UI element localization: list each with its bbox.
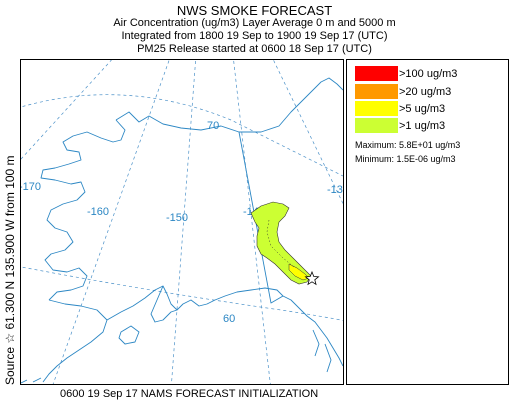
source-location-label: Source ☆ 61.300 N 135.900 W from 100 m bbox=[3, 155, 17, 385]
legend-row-1: >1 ug/m3 bbox=[355, 118, 445, 133]
legend-panel: >100 ug/m3 >20 ug/m3 >5 ug/m3 >1 ug/m3 M… bbox=[346, 59, 509, 385]
legend-swatch bbox=[355, 101, 398, 116]
legend-label: >20 ug/m3 bbox=[399, 85, 452, 98]
lon-label-150: -150 bbox=[166, 212, 188, 224]
map-panel: -170 -160 -150 -140 -130 70 60 bbox=[20, 59, 344, 385]
lon-label-130: -130 bbox=[327, 184, 343, 196]
border-line bbox=[238, 131, 284, 304]
star-icon bbox=[304, 270, 320, 286]
minimum-value: Minimum: 1.5E-06 ug/m3 bbox=[355, 154, 456, 164]
longitude-line-150 bbox=[171, 60, 196, 384]
lat-label-60: 60 bbox=[223, 313, 235, 325]
legend-swatch bbox=[355, 66, 398, 81]
latitude-line-70 bbox=[21, 94, 343, 177]
smoke-plume-5ugm3 bbox=[288, 263, 310, 281]
southeast-islands bbox=[312, 329, 332, 373]
alaska-peninsula bbox=[42, 299, 108, 383]
longitude-line-140 bbox=[233, 60, 271, 384]
western-coastline bbox=[40, 119, 126, 301]
maximum-value: Maximum: 5.8E+01 ug/m3 bbox=[355, 140, 461, 150]
kodiak-island bbox=[118, 325, 140, 345]
release-start: PM25 Release started at 0600 18 Sep 17 (… bbox=[137, 43, 372, 55]
longitude-line-170 bbox=[21, 60, 112, 160]
lon-label-160: -160 bbox=[87, 206, 109, 218]
arctic-coastline bbox=[115, 77, 343, 133]
legend-swatch bbox=[355, 84, 398, 99]
legend-row-100: >100 ug/m3 bbox=[355, 66, 457, 81]
aleutian-islands bbox=[21, 377, 42, 384]
legend-row-20: >20 ug/m3 bbox=[355, 84, 451, 99]
legend-label: >5 ug/m3 bbox=[399, 102, 446, 115]
forecast-title: NWS SMOKE FORECAST bbox=[176, 3, 333, 18]
longitude-line-130 bbox=[273, 60, 343, 205]
lon-label-170: -170 bbox=[21, 181, 41, 193]
alaska-map: -170 -160 -150 -140 -130 70 60 bbox=[21, 60, 343, 384]
integration-period: Integrated from 1800 19 Sep to 1900 19 S… bbox=[121, 30, 388, 42]
smoke-inner-contour bbox=[266, 219, 296, 269]
legend-label: >1 ug/m3 bbox=[399, 119, 446, 132]
latitude-line-60 bbox=[21, 266, 343, 321]
kenai-peninsula bbox=[150, 285, 178, 323]
southcentral-coastline bbox=[106, 285, 343, 367]
forecast-initialization-label: 0600 19 Sep 17 NAMS FORECAST INITIALIZAT… bbox=[60, 388, 319, 400]
smoke-plume-1ugm3 bbox=[250, 201, 312, 285]
lat-label-70: 70 bbox=[207, 120, 219, 132]
legend-swatch bbox=[355, 118, 398, 133]
legend-label: >100 ug/m3 bbox=[399, 67, 458, 80]
legend-row-5: >5 ug/m3 bbox=[355, 101, 445, 116]
layer-description: Air Concentration (ug/m3) Layer Average … bbox=[113, 17, 396, 29]
longitude-line-160 bbox=[52, 60, 170, 384]
